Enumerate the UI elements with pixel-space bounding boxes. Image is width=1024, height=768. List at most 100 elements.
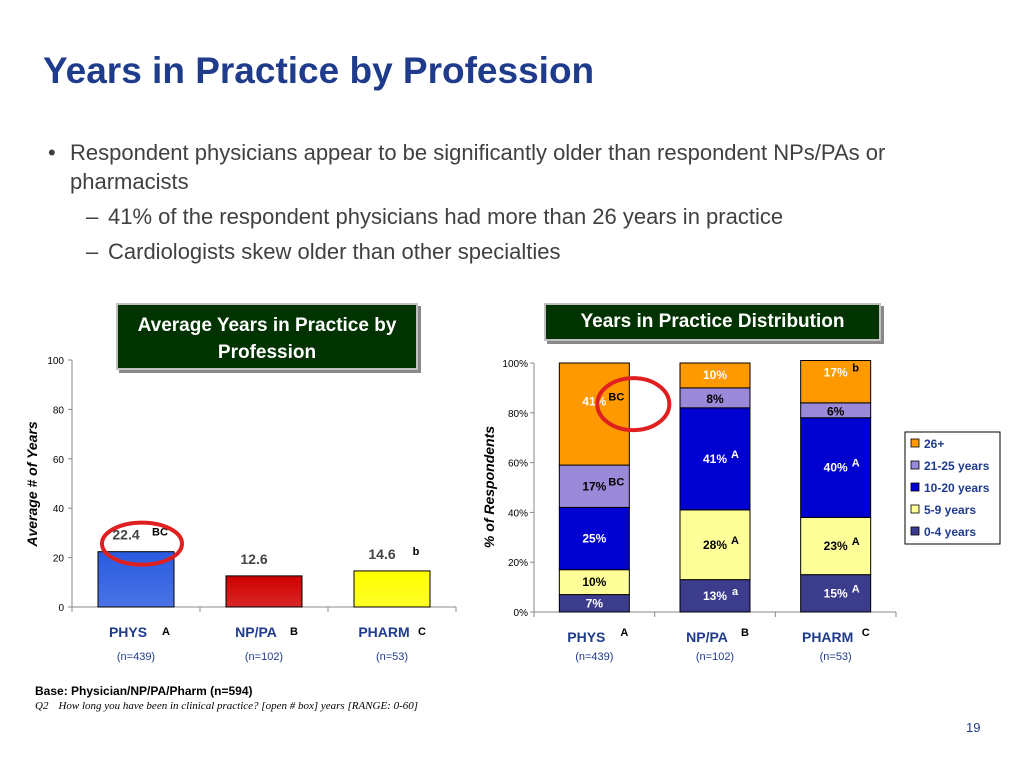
sample-size-label: (n=102) [696, 651, 734, 663]
y-tick-label: 60 [53, 455, 65, 466]
bullet-sub: – Cardiologists skew older than other spe… [86, 239, 561, 264]
segment-value-label: 7% [586, 596, 604, 610]
bullet-list: • Respondent physicians appear to be sign… [48, 138, 920, 266]
segment-value-label: 28% [703, 538, 727, 552]
stack-segment [800, 417, 872, 518]
stack-segment [679, 362, 751, 389]
highlight-circle [100, 520, 184, 567]
question-text: How long you have been in clinical pract… [58, 700, 419, 712]
bullet-sub-text: 41% of the respondent physicians had mor… [108, 204, 784, 229]
sig-letter: a [732, 586, 739, 598]
stack-segment [679, 509, 751, 581]
category-label: PHARM [358, 624, 409, 640]
stack-segment [800, 516, 872, 576]
stack-segment [800, 360, 872, 404]
segment-value-label: 13% [703, 589, 727, 603]
bar-value-label: 22.4 [112, 527, 139, 543]
sample-size-label: (n=53) [820, 651, 852, 663]
sig-letter: BC [608, 391, 624, 403]
segment-value-label: 10% [582, 575, 606, 589]
sig-letter: A [731, 535, 739, 547]
y-tick-label: 20% [508, 558, 528, 569]
sig-letter: A [852, 458, 860, 470]
legend-swatch [910, 482, 920, 492]
segment-value-label: 17% [582, 479, 606, 493]
stack-segment [558, 506, 630, 571]
category-label: PHYS [109, 624, 147, 640]
legend-swatch [910, 526, 920, 536]
segment-value-label: 40% [824, 461, 848, 475]
segment-value-label: 25% [582, 532, 606, 546]
sig-letter: b [413, 546, 420, 558]
stack-segment [558, 569, 630, 596]
y-tick-label: 20 [53, 554, 65, 565]
y-axis-label: Average # of Years [24, 421, 40, 548]
y-tick-label: 40 [53, 504, 65, 515]
y-tick-label: 100 [47, 356, 64, 367]
legend-swatch [910, 438, 920, 448]
y-tick-label: 0% [514, 608, 529, 619]
sample-size-label: (n=102) [245, 651, 283, 663]
y-tick-label: 80 [53, 405, 65, 416]
legend-entry: 0-4 years [924, 525, 976, 539]
segment-value-label: 23% [824, 539, 848, 553]
bar-nppa [225, 575, 303, 608]
chart-title-badge-average: Average Years in Practice by Profession [116, 303, 418, 370]
category-letter: A [162, 626, 170, 638]
legend-swatch [910, 504, 920, 514]
sample-size-label: (n=439) [117, 651, 155, 663]
category-letter: B [290, 626, 298, 638]
page-number: 19 [966, 720, 981, 735]
sig-letter: BC [152, 527, 168, 539]
category-label: PHYS [567, 629, 605, 645]
segment-value-label: 8% [706, 392, 724, 406]
y-axis-label: % of Respondents [481, 426, 497, 548]
stack-segment [679, 407, 751, 511]
sig-letter: A [852, 583, 860, 595]
category-letter: B [741, 627, 749, 639]
segment-value-label: 6% [827, 404, 845, 418]
bar-value-label: 12.6 [240, 551, 267, 567]
bullet-main: • Respondent physicians appear to be sign… [48, 140, 886, 194]
legend-entry: 5-9 years [924, 503, 976, 517]
segment-value-label: 15% [824, 586, 848, 600]
category-letter: A [620, 627, 628, 639]
sig-letter: A [731, 449, 739, 461]
sig-letter: b [852, 363, 859, 375]
segment-value-label: 41% [582, 394, 606, 408]
stack-segment [800, 574, 872, 613]
legend-entry: 10-20 years [924, 481, 990, 495]
sig-letter: BC [608, 476, 624, 488]
question-number: Q2 [35, 700, 49, 712]
bar-value-label: 14.6 [368, 546, 395, 562]
stack-segment [558, 464, 630, 508]
category-label: PHARM [802, 629, 853, 645]
legend-swatch [910, 460, 920, 470]
bullet-sub-text: Cardiologists skew older than other spec… [108, 239, 561, 264]
segment-value-label: 41% [703, 452, 727, 466]
bar-pharm [353, 570, 431, 608]
base-note: Base: Physician/NP/PA/Pharm (n=594) [35, 684, 253, 698]
question-note: Q2 How long you have been in clinical pra… [35, 700, 418, 712]
segment-value-label: 17% [824, 366, 848, 380]
category-letter: C [862, 627, 870, 639]
sig-letter: A [852, 536, 860, 548]
category-label: NP/PA [235, 624, 277, 640]
page-title: Years in Practice by Profession [43, 50, 595, 91]
category-label: NP/PA [686, 629, 728, 645]
y-tick-label: 40% [508, 508, 528, 519]
y-tick-label: 80% [508, 409, 528, 420]
legend-entry: 26+ [924, 437, 944, 451]
highlight-circle [595, 376, 672, 433]
chart-title-badge-distribution: Years in Practice Distribution [544, 303, 881, 341]
legend-box [904, 431, 1001, 545]
sample-size-label: (n=53) [376, 651, 408, 663]
y-tick-label: 0 [58, 603, 64, 614]
y-tick-label: 100% [502, 359, 528, 370]
segment-value-label: 10% [703, 368, 727, 382]
legend-entry: 21-25 years [924, 459, 990, 473]
category-letter: C [418, 626, 426, 638]
y-tick-label: 60% [508, 459, 528, 470]
